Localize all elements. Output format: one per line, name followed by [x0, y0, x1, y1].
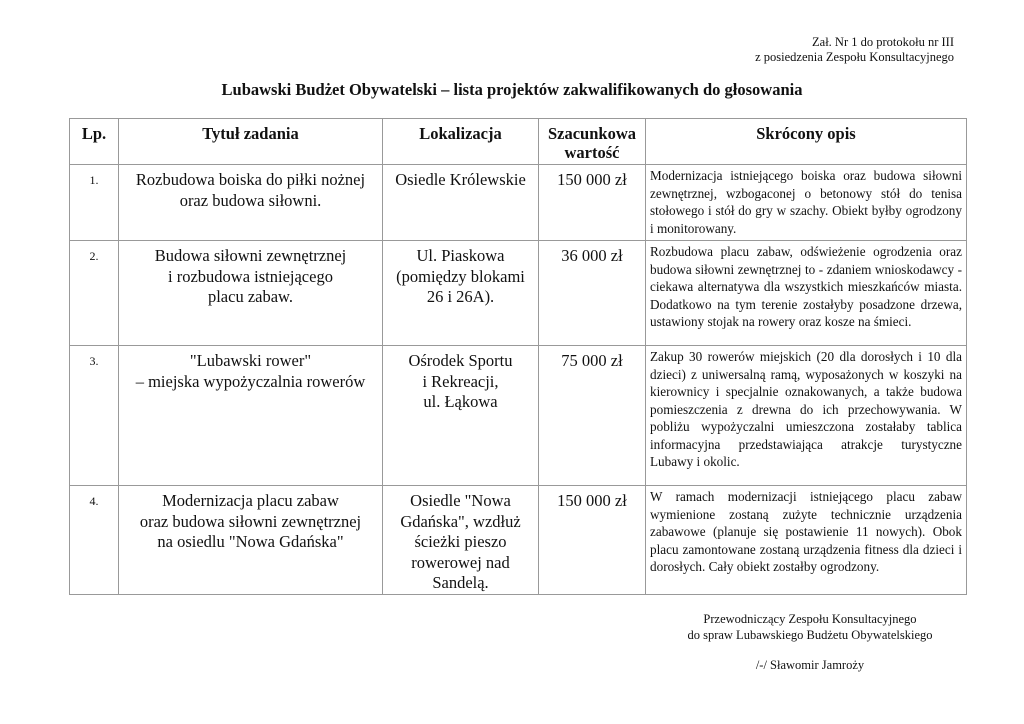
table-row: 4. Modernizacja placu zabaw oraz budowa si…	[69, 485, 967, 595]
location-line: rowerowej nad	[411, 552, 510, 572]
task-title-line: Rozbudowa boiska do piłki nożnej	[135, 170, 366, 189]
task-title-line: oraz budowa siłowni zewnętrznej	[139, 511, 362, 531]
short-description: Rozbudowa placu zabaw, odświeżenie ogrod…	[645, 240, 967, 346]
signature-block: Przewodniczący Zespołu Konsultacyjnego d…	[660, 611, 960, 673]
estimated-value: 75 000 zł	[538, 345, 646, 486]
task-title: Modernizacja placu zabaw oraz budowa siło…	[118, 485, 383, 595]
location: Osiedle "Nowa Gdańska", wzdłuż ścieżki pie…	[382, 485, 539, 595]
short-description: Modernizacja istniejącego boiska oraz bu…	[645, 164, 967, 241]
task-title-line: oraz budowa siłowni.	[179, 190, 322, 210]
task-title: Budowa siłowni zewnętrznej i rozbudowa is…	[118, 240, 383, 346]
task-title: Rozbudowa boiska do piłki nożnej oraz bud…	[118, 164, 383, 241]
estimated-value: 36 000 zł	[538, 240, 646, 346]
column-header-location: Lokalizacja	[382, 118, 539, 165]
location: Osiedle Królewskie	[382, 164, 539, 241]
signature-line: do spraw Lubawskiego Budżetu Obywatelski…	[687, 628, 933, 642]
location-line: i Rekreacji,	[422, 371, 499, 391]
row-number: 1.	[69, 164, 119, 241]
attachment-note-line: Zał. Nr 1 do protokołu nr III	[812, 35, 954, 49]
row-number: 2.	[69, 240, 119, 346]
table-row: 3. "Lubawski rower" – miejska wypożyczalni…	[69, 345, 967, 486]
location-line: Osiedle "Nowa	[410, 491, 511, 510]
signature-name: /-/ Sławomir Jamroży	[755, 658, 865, 672]
document-title: Lubawski Budżet Obywatelski – lista proj…	[221, 80, 803, 99]
task-title-line: na osiedlu "Nowa Gdańska"	[157, 532, 344, 551]
location-line: Gdańska", wzdłuż	[400, 511, 521, 531]
location-line: 26 i 26A).	[426, 287, 495, 306]
table-header-row: Lp. Tytuł zadania Lokalizacja Szacunkowa…	[69, 118, 967, 165]
column-header-value: Szacunkowa wartość	[538, 118, 646, 165]
table-row: 1. Rozbudowa boiska do piłki nożnej oraz b…	[69, 164, 967, 241]
table-row: 2. Budowa siłowni zewnętrznej i rozbudowa …	[69, 240, 967, 346]
attachment-note: Zał. Nr 1 do protokołu nr III z posiedze…	[755, 35, 954, 65]
attachment-note-line: z posiedzenia Zespołu Konsultacyjnego	[755, 50, 954, 64]
estimated-value: 150 000 zł	[538, 164, 646, 241]
column-header-title: Tytuł zadania	[118, 118, 383, 165]
location-line: Ul. Piaskowa	[416, 246, 505, 265]
short-description: Zakup 30 rowerów miejskich (20 dla doros…	[645, 345, 967, 486]
location-line: Ośrodek Sportu	[408, 351, 513, 370]
location-line: Osiedle Królewskie	[395, 170, 526, 189]
task-title-line: Modernizacja placu zabaw	[162, 491, 339, 510]
column-header-lp: Lp.	[69, 118, 119, 165]
location-line: (pomiędzy blokami	[396, 266, 525, 286]
task-title-line: i rozbudowa istniejącego	[168, 266, 333, 286]
row-number: 3.	[69, 345, 119, 486]
row-number: 4.	[69, 485, 119, 595]
location-line: ścieżki pieszo	[414, 532, 507, 551]
task-title-line: – miejska wypożyczalnia rowerów	[135, 371, 366, 391]
location: Ul. Piaskowa (pomiędzy blokami 26 i 26A).	[382, 240, 539, 346]
location-line: Sandelą.	[432, 573, 489, 592]
task-title-line: "Lubawski rower"	[189, 351, 312, 370]
task-title-line: placu zabaw.	[207, 287, 294, 306]
short-description: W ramach modernizacji istniejącego placu…	[645, 485, 967, 595]
task-title-line: Budowa siłowni zewnętrznej	[154, 246, 347, 265]
projects-table: Lp. Tytuł zadania Lokalizacja Szacunkowa…	[69, 118, 967, 595]
location: Ośrodek Sportu i Rekreacji, ul. Łąkowa	[382, 345, 539, 486]
task-title: "Lubawski rower" – miejska wypożyczalnia …	[118, 345, 383, 486]
location-line: ul. Łąkowa	[423, 392, 498, 411]
signature-line: Przewodniczący Zespołu Konsultacyjnego	[703, 612, 917, 626]
column-header-description: Skrócony opis	[645, 118, 967, 165]
estimated-value: 150 000 zł	[538, 485, 646, 595]
